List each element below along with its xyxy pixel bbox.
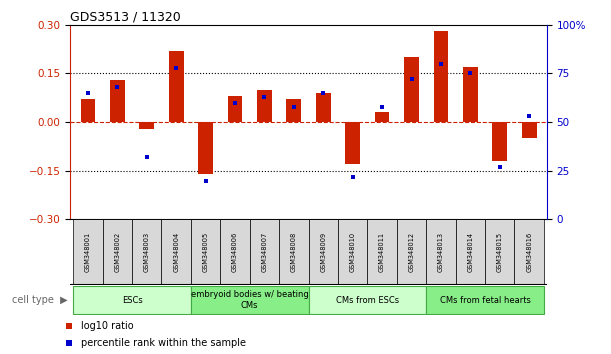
Bar: [309, 286, 426, 314]
Bar: [198, 122, 213, 174]
Text: GSM348005: GSM348005: [203, 232, 208, 272]
Text: GSM348012: GSM348012: [409, 232, 414, 272]
Bar: [73, 219, 103, 285]
Bar: [81, 99, 95, 122]
Text: GSM348004: GSM348004: [173, 232, 179, 272]
Bar: [367, 219, 397, 285]
Bar: [485, 219, 514, 285]
Bar: [250, 219, 279, 285]
Text: GSM348016: GSM348016: [526, 232, 532, 272]
Bar: [279, 219, 309, 285]
Text: log10 ratio: log10 ratio: [81, 321, 134, 331]
Bar: [191, 286, 309, 314]
Text: cell type  ▶: cell type ▶: [12, 295, 67, 305]
Bar: [287, 99, 301, 122]
Bar: [434, 31, 448, 122]
Text: GSM348003: GSM348003: [144, 232, 150, 272]
Bar: [338, 219, 367, 285]
Bar: [463, 67, 478, 122]
Bar: [221, 219, 250, 285]
Bar: [161, 219, 191, 285]
Bar: [103, 219, 132, 285]
Text: CMs from ESCs: CMs from ESCs: [336, 296, 399, 304]
Bar: [426, 286, 544, 314]
Bar: [110, 80, 125, 122]
Bar: [228, 96, 243, 122]
Text: GSM348001: GSM348001: [85, 232, 91, 272]
Bar: [132, 219, 161, 285]
Text: GSM348014: GSM348014: [467, 232, 474, 272]
Text: GSM348010: GSM348010: [349, 232, 356, 272]
Bar: [514, 219, 544, 285]
Bar: [492, 122, 507, 161]
Text: GSM348007: GSM348007: [262, 232, 268, 272]
Bar: [426, 219, 456, 285]
Text: GSM348015: GSM348015: [497, 232, 503, 272]
Bar: [309, 219, 338, 285]
Bar: [522, 122, 536, 138]
Bar: [345, 122, 360, 164]
Bar: [257, 90, 272, 122]
Text: GSM348011: GSM348011: [379, 232, 385, 272]
Text: GSM348013: GSM348013: [438, 232, 444, 272]
Bar: [73, 286, 191, 314]
Text: GSM348006: GSM348006: [232, 232, 238, 272]
Bar: [375, 113, 389, 122]
Bar: [404, 57, 419, 122]
Text: CMs from fetal hearts: CMs from fetal hearts: [440, 296, 530, 304]
Text: GDS3513 / 11320: GDS3513 / 11320: [70, 11, 181, 24]
Text: GSM348008: GSM348008: [291, 232, 297, 272]
Text: ESCs: ESCs: [122, 296, 142, 304]
Bar: [397, 219, 426, 285]
Bar: [191, 219, 221, 285]
Bar: [456, 219, 485, 285]
Bar: [139, 122, 154, 129]
Text: GSM348009: GSM348009: [320, 232, 326, 272]
Bar: [316, 93, 331, 122]
Bar: [169, 51, 183, 122]
Text: GSM348002: GSM348002: [114, 232, 120, 272]
Text: percentile rank within the sample: percentile rank within the sample: [81, 338, 246, 348]
Text: embryoid bodies w/ beating
CMs: embryoid bodies w/ beating CMs: [191, 290, 309, 310]
